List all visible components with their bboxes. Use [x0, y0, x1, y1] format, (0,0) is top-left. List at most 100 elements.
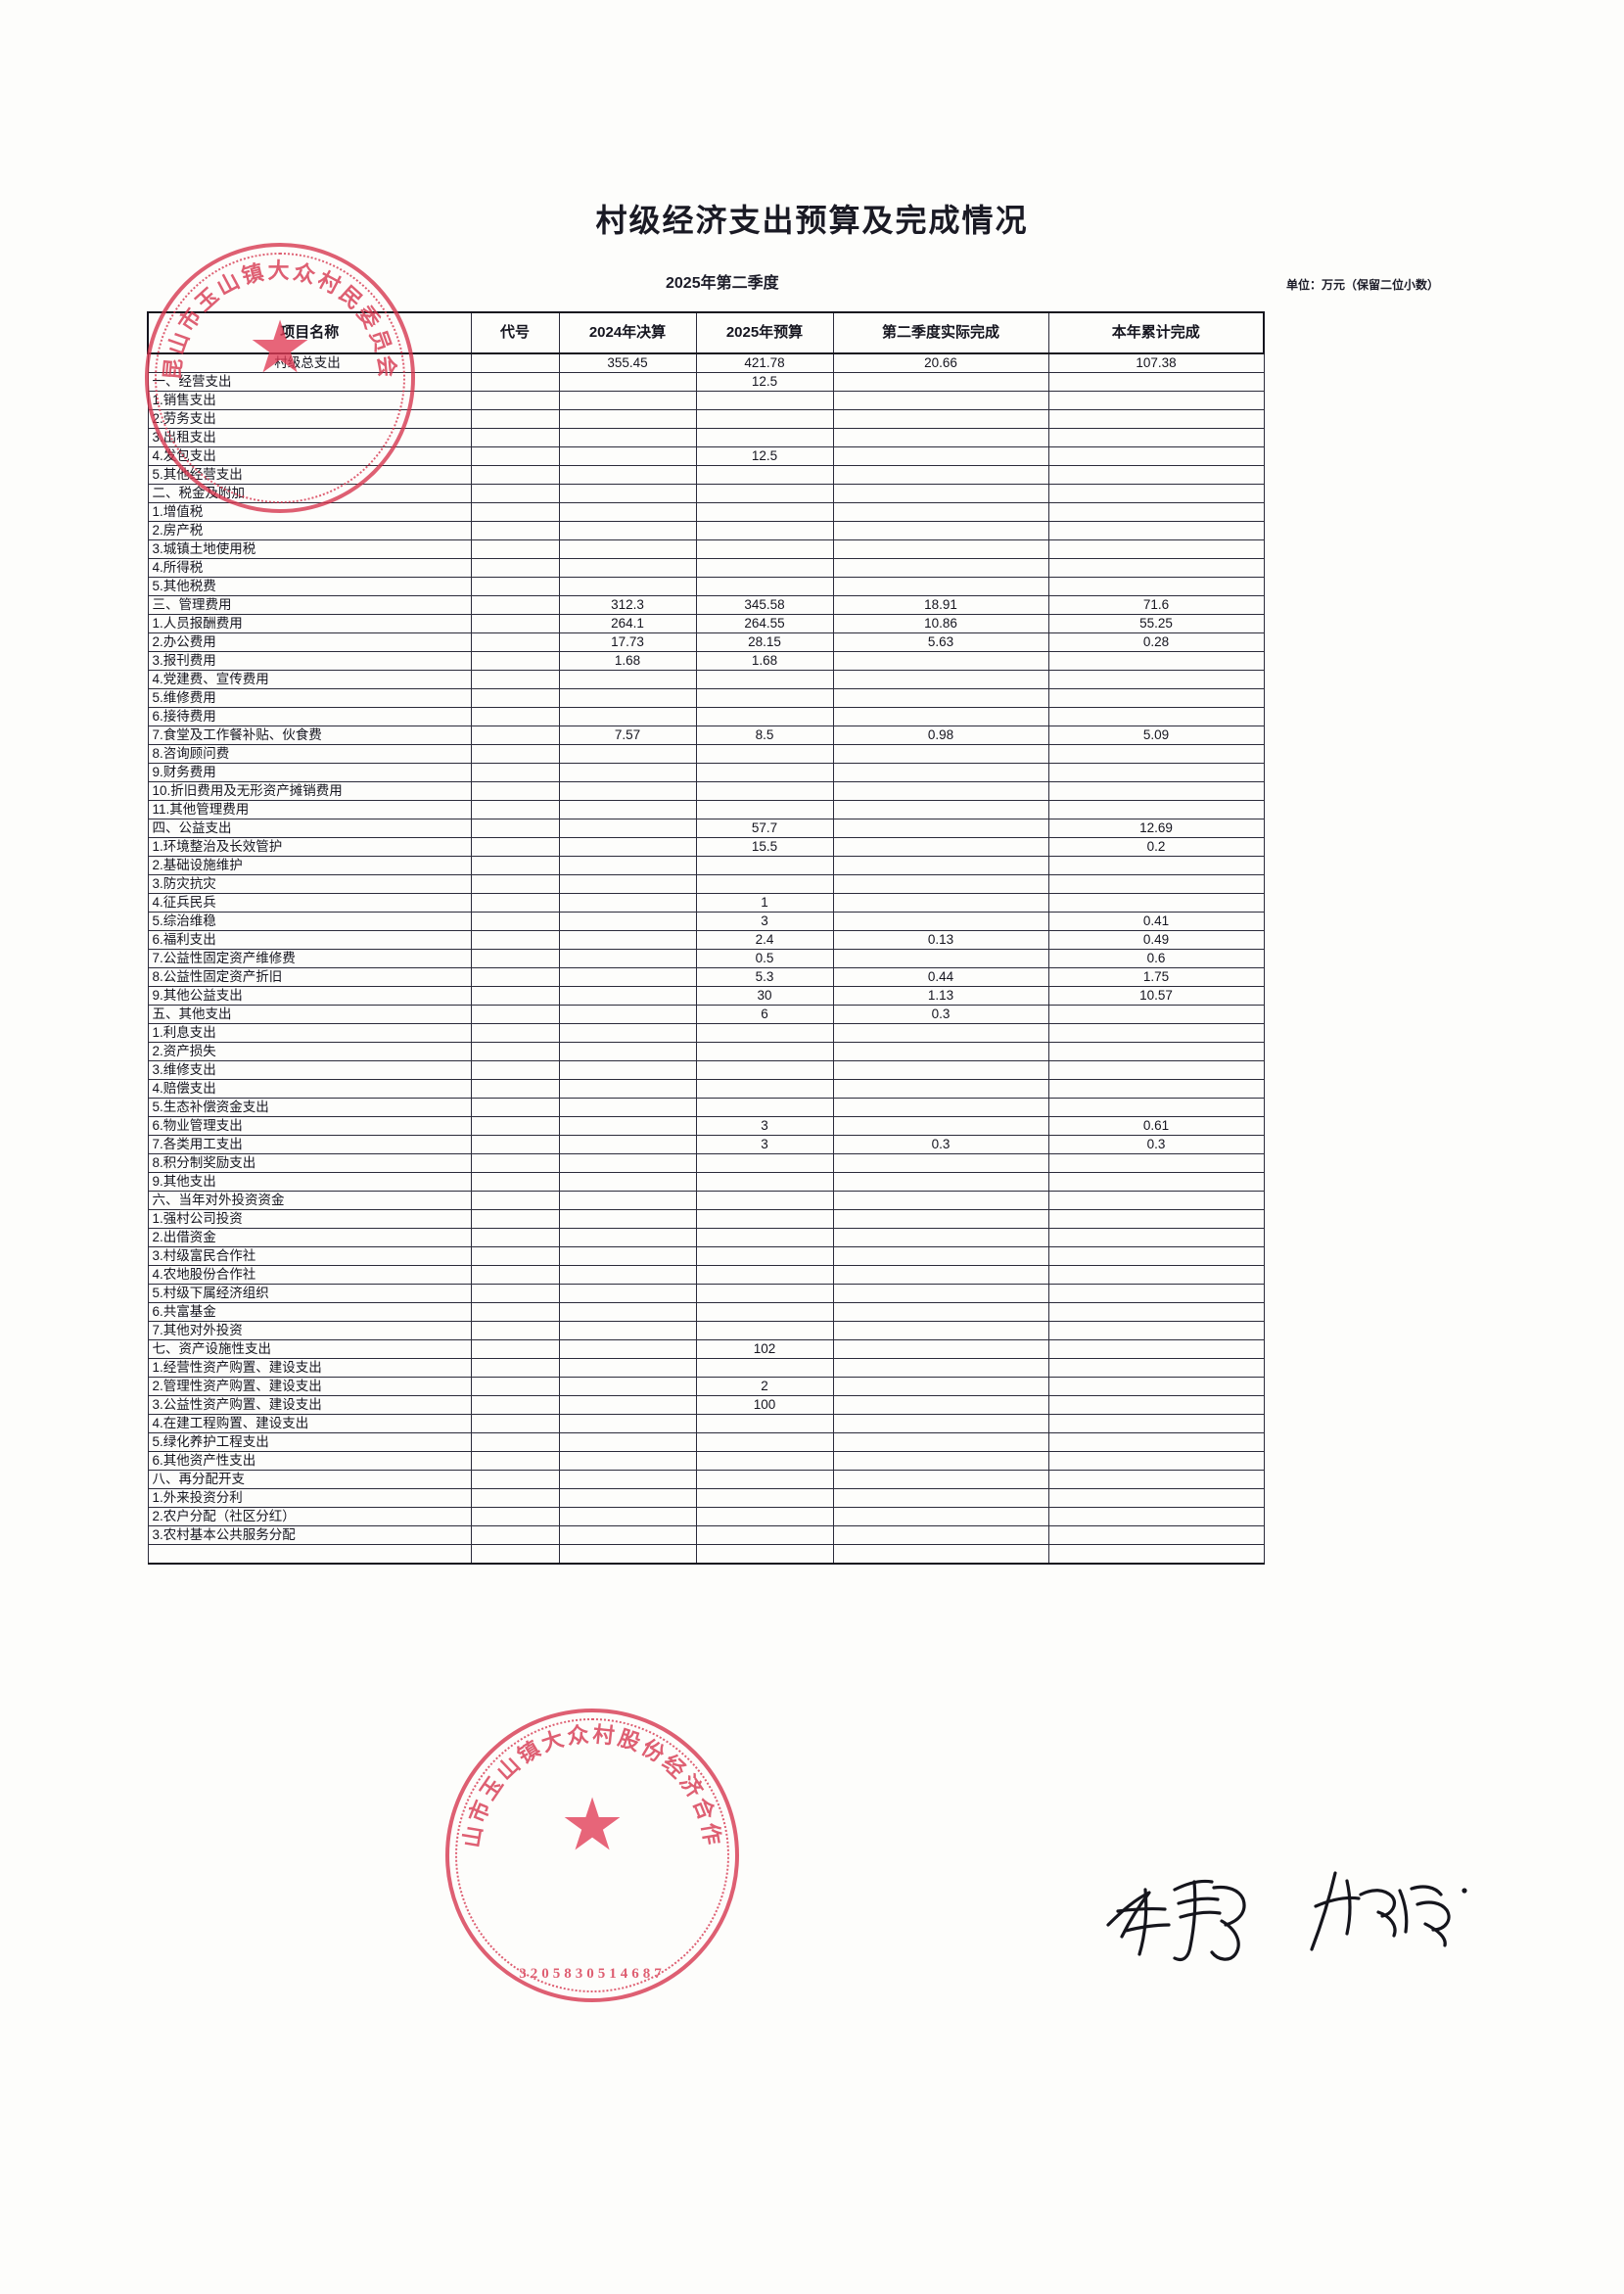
seal-registration-code: 3205830514687: [519, 1966, 666, 1982]
cell-q2-actual: 18.91: [832, 595, 1049, 615]
cell-code: [470, 1525, 560, 1545]
cell-item-name: 8.公益性固定资产折旧: [147, 967, 472, 987]
table-row: 8.咨询顾问费: [147, 744, 1265, 764]
cell-2024-final: [558, 856, 697, 875]
cell-2024-final: [558, 372, 697, 392]
cell-2025-budget: 12.5: [695, 446, 834, 466]
col-header-item-name: 项目名称: [147, 311, 472, 354]
cell-ytd-total: [1047, 1209, 1265, 1229]
cell-2024-final: [558, 1005, 697, 1024]
cell-code: [470, 1079, 560, 1099]
cell-2025-budget: 2.4: [695, 930, 834, 950]
cell-2024-final: [558, 1135, 697, 1154]
cell-2025-budget: [695, 1470, 834, 1489]
cell-2025-budget: [695, 1302, 834, 1322]
cell-code: [470, 1116, 560, 1136]
cell-2024-final: [558, 1079, 697, 1099]
cell-2025-budget: [695, 1023, 834, 1043]
cell-ytd-total: [1047, 1042, 1265, 1061]
cell-ytd-total: [1047, 1023, 1265, 1043]
table-row: 1.外来投资分利: [147, 1488, 1265, 1508]
cell-2025-budget: [695, 465, 834, 485]
cell-item-name: 2.管理性资产购置、建设支出: [147, 1377, 472, 1396]
cell-code: [470, 1395, 560, 1415]
cell-item-name: 2.出借资金: [147, 1228, 472, 1247]
cell-item-name: 五、其他支出: [147, 1005, 472, 1024]
table-row: 4.发包支出 12.5: [147, 446, 1265, 466]
cell-code: [470, 763, 560, 782]
cell-code: [470, 1172, 560, 1192]
cell-q2-actual: [832, 428, 1049, 447]
cell-2024-final: [558, 1544, 697, 1565]
cell-ytd-total: [1047, 1079, 1265, 1099]
cell-code: [470, 1470, 560, 1489]
cell-2024-final: [558, 1023, 697, 1043]
cell-2024-final: [558, 688, 697, 708]
cell-item-name: 1.销售支出: [147, 391, 472, 410]
col-header-code: 代号: [470, 311, 560, 354]
cell-ytd-total: [1047, 781, 1265, 801]
cell-ytd-total: [1047, 1470, 1265, 1489]
cell-ytd-total: [1047, 1153, 1265, 1173]
cell-code: [470, 744, 560, 764]
cell-code: [470, 1284, 560, 1303]
cell-code: [470, 1228, 560, 1247]
cell-2024-final: [558, 1395, 697, 1415]
table-row: 4.所得税: [147, 558, 1265, 578]
cell-item-name: 3.农村基本公共服务分配: [147, 1525, 472, 1545]
cell-q2-actual: [832, 1023, 1049, 1043]
cell-2025-budget: 30: [695, 986, 834, 1006]
cell-2025-budget: 1.68: [695, 651, 834, 671]
table-row: 5.其他税费: [147, 577, 1265, 596]
cell-code: [470, 1432, 560, 1452]
table-row: 7.食堂及工作餐补贴、伙食费 7.57 8.5 0.98 5.09: [147, 726, 1265, 745]
cell-ytd-total: 0.28: [1047, 632, 1265, 652]
cell-2024-final: [558, 484, 697, 503]
signature-right: [1302, 1855, 1478, 1963]
table-row: 1.经营性资产购置、建设支出: [147, 1358, 1265, 1378]
cell-item-name: 9.其他支出: [147, 1172, 472, 1192]
cell-code: [470, 614, 560, 633]
cell-ytd-total: [1047, 1544, 1265, 1565]
cell-ytd-total: [1047, 1246, 1265, 1266]
cell-q2-actual: [832, 577, 1049, 596]
cell-2024-final: [558, 800, 697, 819]
cell-q2-actual: [832, 558, 1049, 578]
cell-q2-actual: [832, 539, 1049, 559]
cell-q2-actual: [832, 1060, 1049, 1080]
cell-2024-final: [558, 1507, 697, 1526]
cell-code: [470, 502, 560, 522]
cell-2025-budget: 57.7: [695, 819, 834, 838]
cell-ytd-total: [1047, 1191, 1265, 1210]
table-row: 5.维修费用: [147, 688, 1265, 708]
cell-2025-budget: [695, 1191, 834, 1210]
cell-item-name: 6.接待费用: [147, 707, 472, 726]
cell-code: [470, 1042, 560, 1061]
cell-q2-actual: [832, 893, 1049, 913]
signature-left: [1096, 1860, 1292, 1968]
cell-item-name: 7.其他对外投资: [147, 1321, 472, 1340]
cell-ytd-total: 107.38: [1047, 352, 1265, 373]
cell-2025-budget: 100: [695, 1395, 834, 1415]
table-row: 7.公益性固定资产维修费 0.5 0.6: [147, 949, 1265, 968]
cell-code: [470, 595, 560, 615]
cell-ytd-total: [1047, 409, 1265, 429]
table-row: 1.利息支出: [147, 1023, 1265, 1043]
cell-ytd-total: 0.6: [1047, 949, 1265, 968]
cell-item-name: 7.公益性固定资产维修费: [147, 949, 472, 968]
cell-q2-actual: [832, 912, 1049, 931]
table-row: 3.出租支出: [147, 428, 1265, 447]
cell-item-name: 一、经营支出: [147, 372, 472, 392]
table-row: 3.村级富民合作社: [147, 1246, 1265, 1266]
cell-2025-budget: [695, 1432, 834, 1452]
cell-ytd-total: [1047, 800, 1265, 819]
cell-item-name: 7.食堂及工作餐补贴、伙食费: [147, 726, 472, 745]
table-row: 3.维修支出: [147, 1060, 1265, 1080]
table-row: 5.村级下属经济组织: [147, 1284, 1265, 1303]
cell-ytd-total: [1047, 1451, 1265, 1471]
cell-item-name: 4.农地股份合作社: [147, 1265, 472, 1285]
table-row: 五、其他支出 6 0.3: [147, 1005, 1265, 1024]
seal-arc-text-bottom: 昆山市玉山镇大众村股份经济合作社: [449, 1712, 722, 1849]
table-row: 二、税金及附加: [147, 484, 1265, 503]
cell-2025-budget: 345.58: [695, 595, 834, 615]
